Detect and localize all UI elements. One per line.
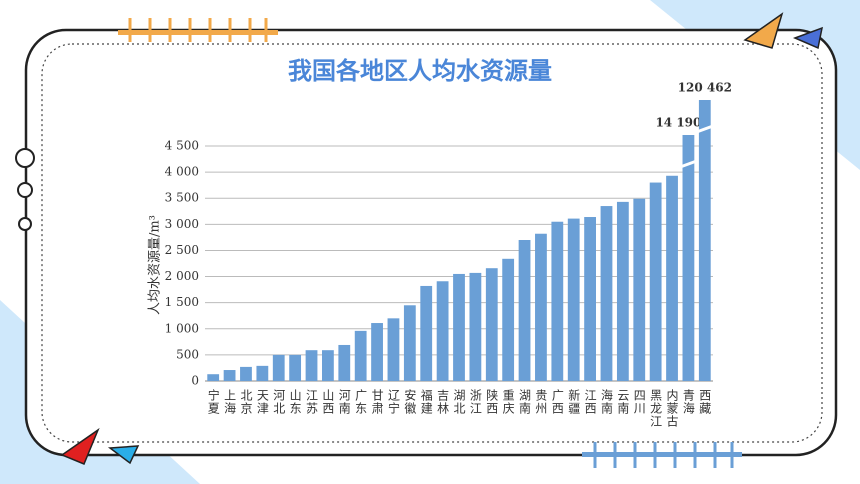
bar — [207, 374, 220, 381]
x-tick-label: 黑龙江 — [649, 389, 663, 428]
x-tick-label: 山东 — [288, 389, 302, 415]
x-tick-label: 宁夏 — [206, 388, 220, 415]
bar — [518, 240, 531, 381]
x-tick-label: 河南 — [337, 389, 351, 415]
bar — [272, 354, 285, 381]
bar — [403, 305, 416, 381]
rings — [15, 148, 35, 231]
x-tick-label: 浙江 — [468, 389, 482, 415]
bar — [698, 100, 711, 381]
bar — [600, 206, 613, 381]
bar — [436, 281, 449, 381]
x-tick-label: 甘肃 — [370, 389, 384, 415]
y-tick-label: 500 — [176, 347, 199, 361]
x-tick-label: 广西 — [550, 389, 564, 415]
bar — [502, 258, 515, 381]
y-tick-label: 3 500 — [165, 191, 199, 205]
bar — [289, 354, 302, 381]
x-tick-label: 吉林 — [436, 389, 450, 415]
x-tick-label: 贵州 — [534, 389, 548, 415]
x-tick-label: 辽宁 — [386, 389, 400, 415]
bar — [420, 285, 433, 381]
bar — [551, 221, 564, 381]
decor-arrow — [60, 427, 100, 465]
x-tick-label: 陕西 — [485, 388, 499, 415]
bar — [338, 344, 351, 381]
y-tick-label: 2 500 — [165, 243, 199, 257]
bar — [535, 233, 547, 381]
bar — [223, 370, 236, 381]
x-tick-label: 福建 — [419, 388, 433, 415]
axis-break — [696, 124, 714, 134]
x-tick-label: 江苏 — [305, 389, 319, 415]
x-tick-label: 重庆 — [501, 389, 515, 415]
chart-title: 我国各地区人均水资源量 — [288, 57, 552, 85]
x-tick-label: 安徽 — [403, 388, 417, 415]
y-tick-label: 0 — [191, 374, 199, 388]
bar — [240, 366, 252, 381]
axis-break — [679, 159, 698, 169]
bar — [371, 323, 383, 381]
x-tick-label: 上海 — [223, 389, 237, 415]
decor-arrow — [107, 445, 140, 465]
bar — [256, 365, 269, 381]
bar — [322, 350, 334, 381]
data-label: 14 190 — [655, 116, 701, 130]
x-tick-label: 天津 — [255, 389, 269, 415]
bar — [305, 350, 318, 381]
decor-arrow — [743, 12, 784, 49]
y-tick-label: 1 500 — [165, 295, 199, 309]
bar — [633, 198, 646, 381]
bar — [682, 135, 695, 381]
data-label: 120 462 — [678, 81, 732, 95]
y-tick-label: 1 000 — [165, 321, 199, 335]
ruler-top — [118, 18, 278, 42]
x-tick-label: 北京 — [239, 389, 253, 415]
bar — [567, 218, 580, 381]
x-tick-label: 山西 — [321, 389, 335, 415]
x-tick-label: 江西 — [583, 389, 597, 415]
bar — [485, 268, 498, 381]
y-tick-label: 3 000 — [165, 217, 199, 231]
decor-arrow — [792, 26, 823, 50]
inner-frame — [41, 43, 823, 443]
y-tick-label: 4 500 — [165, 139, 199, 153]
x-tick-label: 广东 — [354, 389, 368, 415]
x-tick-label: 西藏 — [698, 389, 712, 415]
x-tick-label: 湖北 — [452, 388, 466, 415]
x-tick-label: 新疆 — [567, 388, 581, 415]
y-tick-label: 4 000 — [165, 165, 199, 179]
x-tick-label: 海南 — [599, 388, 613, 415]
bar — [354, 330, 367, 381]
bar — [584, 217, 596, 381]
bar — [616, 201, 629, 381]
bar — [453, 273, 465, 381]
x-tick-label: 湖南 — [518, 388, 532, 415]
x-tick-label: 青海 — [681, 389, 695, 415]
bar — [387, 318, 400, 381]
x-tick-label: 河北 — [272, 389, 286, 415]
x-tick-label: 四川 — [632, 389, 646, 415]
bar — [469, 272, 482, 381]
x-tick-label: 内蒙古 — [665, 389, 679, 428]
ruler-bottom — [582, 442, 742, 468]
y-axis-label: 人均水资源量/m³ — [148, 215, 163, 315]
bar — [649, 182, 662, 381]
y-tick-label: 2 000 — [165, 269, 199, 283]
bar — [666, 175, 678, 381]
x-tick-label: 云南 — [616, 389, 630, 415]
